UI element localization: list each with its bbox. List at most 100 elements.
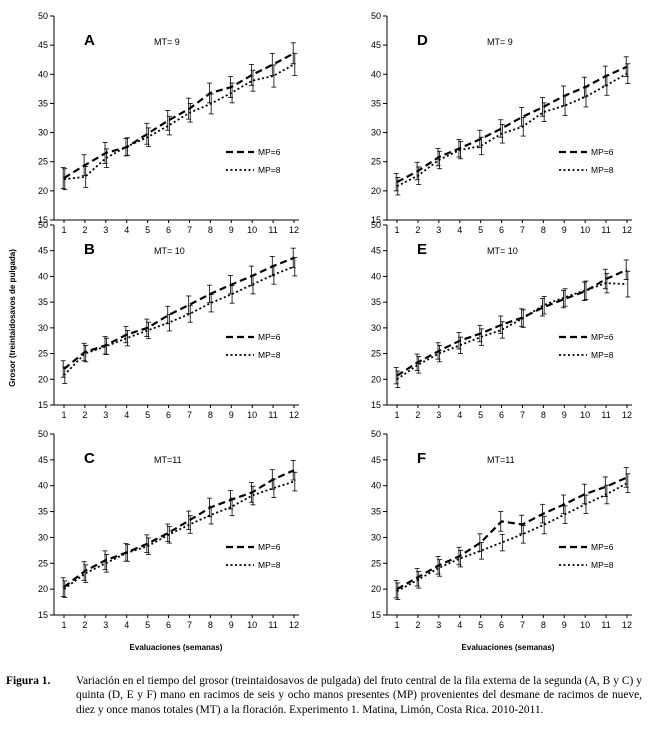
y-tick-label: 20 [371,374,381,384]
legend-label-mp6: MP=6 [258,542,281,552]
panel-letter: E [417,241,427,258]
y-tick-label: 45 [371,40,381,50]
y-tick-label: 50 [38,220,48,230]
x-tick-label: 3 [103,225,108,235]
y-tick-label: 50 [371,220,381,230]
figure-panels: Grosor (treintaidosavos de pulgada) Eval… [8,11,632,652]
x-tick-label: 8 [208,410,213,420]
y-tick-label: 35 [371,98,381,108]
series-line-mp6 [396,65,628,184]
x-tick-label: 5 [145,225,150,235]
x-tick-label: 6 [166,410,171,420]
y-tick-label: 35 [38,297,48,307]
series-line-mp8 [63,63,295,181]
x-tick-label: 3 [103,410,108,420]
y-tick-label: 35 [38,98,48,108]
x-tick-label: 1 [394,225,399,235]
figure-caption: Figura 1. Variación en el tiempo del gro… [6,674,642,717]
x-axis-label-left: Evaluaciones (semanas) [130,643,223,652]
y-tick-label: 20 [38,584,48,594]
legend-label-mp6: MP=6 [591,542,614,552]
x-tick-label: 12 [289,620,299,630]
y-tick-label: 50 [371,11,381,21]
x-tick-label: 9 [562,410,567,420]
y-tick-label: 45 [371,455,381,465]
x-tick-label: 1 [61,225,66,235]
x-tick-label: 11 [601,620,610,630]
series-line-mp6 [63,256,295,370]
y-tick-label: 15 [371,610,381,620]
series-line-mp8 [396,482,628,593]
panel-letter: C [84,450,95,467]
panel-letter: D [417,32,428,49]
legend-label-mp8: MP=8 [591,350,614,360]
panel-mt-label: MT= 9 [154,37,180,47]
x-tick-label: 2 [82,410,87,420]
x-tick-label: 5 [478,410,483,420]
x-tick-label: 2 [82,225,87,235]
x-tick-label: 4 [457,620,462,630]
x-tick-label: 9 [562,225,567,235]
x-tick-label: 6 [499,410,504,420]
x-tick-label: 4 [457,410,462,420]
x-tick-label: 3 [436,620,441,630]
x-tick-label: 11 [601,410,610,420]
x-tick-label: 11 [601,225,610,235]
x-tick-label: 5 [478,225,483,235]
series-line-mp8 [396,72,628,187]
x-tick-label: 6 [166,620,171,630]
y-tick-label: 50 [371,429,381,439]
y-tick-label: 20 [38,186,48,196]
x-tick-label: 12 [622,225,632,235]
x-tick-label: 10 [580,225,590,235]
legend-label-mp8: MP=8 [258,165,281,175]
series-line-mp8 [396,282,628,381]
x-tick-label: 3 [103,620,108,630]
y-tick-label: 50 [38,429,48,439]
x-tick-label: 2 [415,620,420,630]
x-tick-label: 8 [541,620,546,630]
x-tick-label: 12 [622,620,632,630]
y-tick-label: 40 [371,271,381,281]
legend-label-mp8: MP=8 [258,560,281,570]
x-tick-label: 7 [520,225,525,235]
y-tick-label: 25 [38,558,48,568]
x-tick-label: 11 [268,620,277,630]
y-tick-label: 30 [38,323,48,333]
y-tick-label: 20 [371,186,381,196]
x-tick-label: 5 [145,410,150,420]
y-tick-label: 30 [371,323,381,333]
x-tick-label: 1 [61,620,66,630]
legend-label-mp8: MP=8 [258,350,281,360]
y-tick-label: 40 [38,271,48,281]
x-axis-label-right: Evaluaciones (semanas) [462,643,555,652]
x-tick-label: 6 [499,225,504,235]
y-tick-label: 25 [371,349,381,359]
y-tick-label: 15 [38,400,48,410]
y-tick-label: 20 [371,584,381,594]
x-tick-label: 3 [436,225,441,235]
y-tick-label: 25 [38,349,48,359]
series-line-mp6 [63,469,295,588]
x-tick-label: 12 [289,410,299,420]
x-tick-label: 1 [394,620,399,630]
x-tick-label: 11 [268,410,277,420]
y-tick-label: 45 [38,246,48,256]
y-tick-label: 40 [38,481,48,491]
x-tick-label: 2 [415,410,420,420]
y-tick-label: 50 [38,11,48,21]
panel-mt-label: MT= 10 [487,246,518,256]
series-line-mp8 [63,480,295,590]
y-tick-label: 25 [38,157,48,167]
x-tick-label: 4 [124,410,129,420]
panel-letter: B [84,241,95,258]
y-tick-label: 45 [38,40,48,50]
y-tick-label: 35 [371,297,381,307]
x-tick-label: 9 [562,620,567,630]
y-tick-label: 45 [371,246,381,256]
x-tick-label: 1 [394,410,399,420]
x-tick-label: 9 [229,410,234,420]
